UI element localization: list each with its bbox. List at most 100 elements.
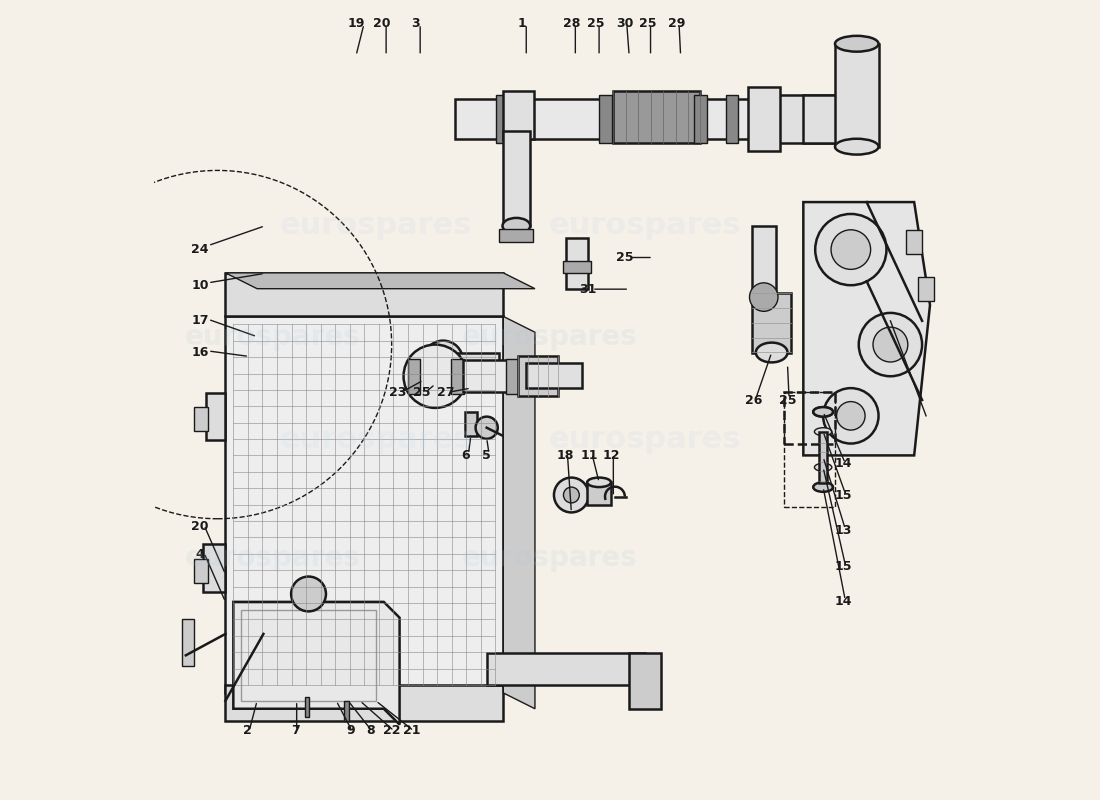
Bar: [241, 610, 376, 701]
Bar: [783, 392, 835, 507]
Ellipse shape: [424, 341, 463, 380]
Text: 23: 23: [389, 386, 407, 398]
Ellipse shape: [835, 138, 879, 154]
Bar: [835, 44, 879, 146]
Text: 3: 3: [411, 18, 420, 30]
Bar: [918, 278, 934, 301]
Text: 16: 16: [191, 346, 209, 359]
Bar: [629, 654, 661, 709]
Ellipse shape: [503, 218, 530, 234]
Text: eurospares: eurospares: [549, 211, 741, 240]
Bar: [614, 91, 701, 142]
Text: 20: 20: [373, 18, 390, 30]
Circle shape: [859, 313, 922, 376]
Bar: [503, 131, 530, 226]
Bar: [518, 357, 558, 396]
Circle shape: [475, 417, 498, 438]
Text: 15: 15: [834, 489, 851, 502]
Text: 5: 5: [482, 449, 491, 462]
Bar: [451, 359, 464, 394]
Text: 18: 18: [557, 449, 574, 462]
Bar: [749, 95, 762, 142]
Text: 17: 17: [191, 314, 209, 327]
Ellipse shape: [756, 342, 788, 362]
Bar: [748, 87, 780, 150]
Bar: [820, 432, 827, 483]
Bar: [587, 482, 610, 505]
Bar: [182, 618, 194, 666]
Polygon shape: [233, 602, 399, 725]
Text: 28: 28: [563, 18, 580, 30]
Text: 22: 22: [383, 725, 400, 738]
Bar: [499, 229, 534, 242]
Circle shape: [815, 214, 887, 286]
Bar: [526, 362, 582, 388]
Text: eurospares: eurospares: [462, 322, 638, 350]
Ellipse shape: [813, 407, 833, 417]
Bar: [752, 293, 792, 353]
Bar: [226, 273, 504, 317]
Polygon shape: [226, 273, 535, 289]
Bar: [694, 95, 706, 142]
Bar: [206, 393, 225, 440]
Ellipse shape: [587, 478, 610, 487]
Circle shape: [823, 388, 879, 443]
Text: 30: 30: [616, 18, 634, 30]
Ellipse shape: [835, 36, 879, 52]
Bar: [496, 95, 509, 142]
Bar: [565, 238, 588, 289]
Circle shape: [837, 402, 865, 430]
Polygon shape: [504, 317, 535, 709]
Bar: [803, 95, 850, 142]
Text: 25: 25: [616, 251, 634, 264]
Text: 27: 27: [437, 386, 454, 398]
Text: 7: 7: [290, 725, 299, 738]
Bar: [407, 359, 420, 394]
Text: 13: 13: [834, 524, 851, 537]
Bar: [463, 361, 550, 392]
Bar: [906, 230, 922, 254]
Text: eurospares: eurospares: [185, 322, 361, 350]
Circle shape: [830, 230, 870, 270]
Text: eurospares: eurospares: [549, 425, 741, 454]
Text: 2: 2: [243, 725, 252, 738]
Text: 6: 6: [461, 449, 470, 462]
Bar: [226, 685, 504, 721]
Text: eurospares: eurospares: [185, 544, 361, 572]
Bar: [194, 407, 208, 431]
Text: 25: 25: [587, 18, 605, 30]
Bar: [726, 95, 738, 142]
Circle shape: [292, 577, 326, 611]
Text: 4: 4: [196, 548, 205, 561]
Ellipse shape: [813, 407, 833, 417]
Bar: [503, 91, 535, 138]
Bar: [305, 697, 309, 717]
Text: 26: 26: [745, 394, 762, 406]
Bar: [204, 545, 226, 592]
Text: 20: 20: [191, 520, 209, 533]
Text: 25: 25: [639, 18, 657, 30]
Bar: [465, 412, 477, 436]
Text: 21: 21: [403, 725, 420, 738]
Text: 14: 14: [834, 457, 851, 470]
Bar: [756, 95, 835, 142]
Text: 8: 8: [366, 725, 375, 738]
Bar: [436, 353, 498, 372]
Polygon shape: [803, 202, 930, 455]
Text: 11: 11: [581, 449, 598, 462]
Bar: [194, 559, 208, 582]
Text: 12: 12: [603, 449, 620, 462]
Bar: [600, 95, 612, 142]
Text: 25: 25: [412, 386, 430, 398]
Circle shape: [749, 283, 778, 311]
Text: eurospares: eurospares: [279, 211, 472, 240]
Text: 31: 31: [580, 282, 596, 296]
Bar: [506, 359, 519, 394]
Text: eurospares: eurospares: [279, 425, 472, 454]
Text: 1: 1: [518, 18, 527, 30]
Text: eurospares: eurospares: [462, 544, 638, 572]
Circle shape: [404, 345, 466, 408]
Ellipse shape: [814, 428, 832, 436]
Ellipse shape: [814, 463, 832, 471]
Bar: [563, 261, 591, 274]
